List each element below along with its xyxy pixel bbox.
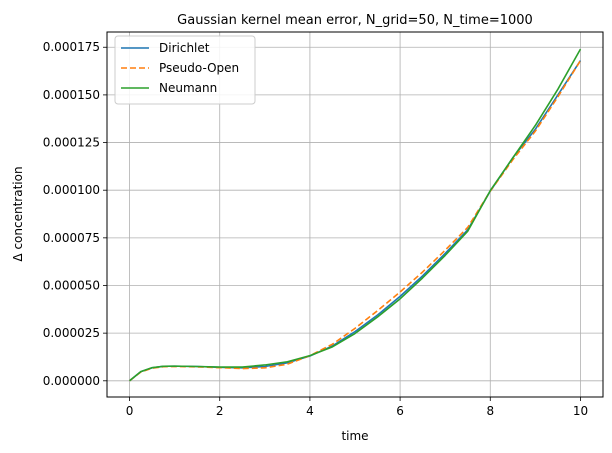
y-tick-label: 0.000100 <box>43 183 100 197</box>
y-tick-label: 0.000025 <box>43 326 100 340</box>
y-tick-label: 0.000150 <box>43 88 100 102</box>
x-tick-label: 4 <box>306 404 314 418</box>
legend-box <box>114 35 256 105</box>
legend-label-pseudo-open: Pseudo-Open <box>159 61 239 75</box>
series-line-neumann <box>129 48 582 382</box>
y-axis: 0.000000 0.000025 0.000050 0.000075 0.000100… <box>43 40 107 388</box>
series-lines <box>129 48 582 382</box>
legend: Dirichlet Pseudo-Open Neumann <box>114 35 256 105</box>
legend-label-dirichlet: Dirichlet <box>159 41 210 55</box>
y-axis-title: Δ concentration <box>11 166 25 261</box>
x-tick-label: 2 <box>216 404 224 418</box>
x-axis: 0 2 4 6 8 10 <box>126 397 588 418</box>
y-tick-label: 0.000125 <box>43 136 100 150</box>
x-tick-label: 6 <box>396 404 404 418</box>
chart-title: Gaussian kernel mean error, N_grid=50, N… <box>177 13 533 28</box>
y-tick-label: 0.000050 <box>43 278 100 292</box>
legend-label-neumann: Neumann <box>159 81 217 95</box>
x-tick-label: 10 <box>573 404 588 418</box>
x-axis-title: time <box>341 429 368 443</box>
x-tick-label: 0 <box>126 404 134 418</box>
x-tick-label: 8 <box>486 404 494 418</box>
y-tick-label: 0.000175 <box>43 40 100 54</box>
y-tick-label: 0.000075 <box>43 231 100 245</box>
plot-frame <box>106 31 604 398</box>
y-tick-label: 0.000000 <box>43 374 100 388</box>
grid <box>107 32 603 397</box>
